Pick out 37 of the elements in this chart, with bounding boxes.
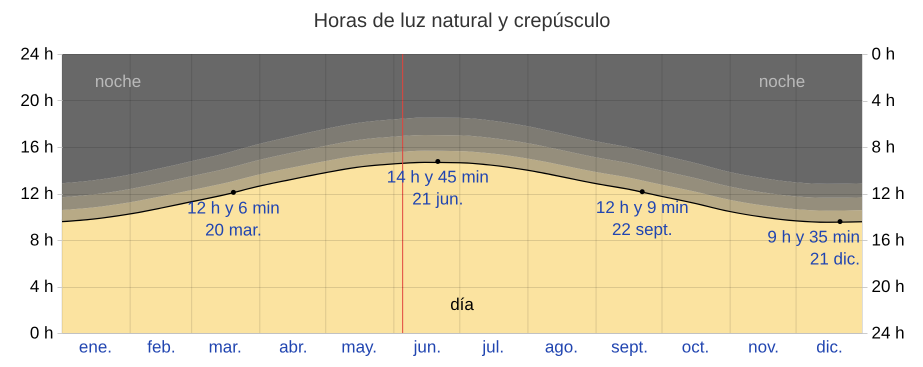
point [435, 159, 440, 164]
y-tick-label: 24 h [20, 44, 54, 64]
annotation: 9 h y 35 min 21 dic. [767, 228, 860, 269]
y-tick-label: 0 h [30, 324, 54, 342]
x-tick-label: dic. [816, 338, 843, 356]
y2-tick-label: 16 h [872, 230, 905, 250]
annotation: noche [758, 72, 806, 91]
point [640, 189, 645, 194]
x-tick-label: ene. [78, 338, 112, 356]
x-tick-label: nov. [748, 338, 780, 356]
x-tick-label: mar. [208, 338, 242, 356]
x-tick-label: jul. [481, 338, 504, 356]
point [838, 219, 843, 224]
y2-tick-label: 0 h [872, 44, 896, 64]
x-tick-label: may. [341, 338, 377, 356]
y2-tick-label: 12 h [872, 184, 905, 203]
chart-title: Horas de luz natural y crepúsculo [314, 10, 610, 32]
y2-tick-label: 4 h [872, 91, 896, 110]
x-tick-label: oct. [682, 338, 710, 356]
y2-tick-label: 24 h [872, 324, 905, 342]
x-tick-label: sept. [611, 338, 648, 356]
annotation: 12 h y 6 min 20 mar. [187, 198, 280, 240]
y2-tick-label: 20 h [872, 277, 905, 296]
point [230, 190, 236, 195]
x-tick-label: abr. [279, 338, 308, 356]
y-tick-label: 8 h [30, 230, 54, 250]
annotation: noche [94, 72, 142, 91]
y-tick-label: 4 h [30, 277, 54, 296]
y-tick-label: 20 h [20, 91, 54, 110]
y-tick-label: 16 h [20, 138, 54, 156]
annotation: 12 h y 9 min 22 sept. [596, 198, 689, 239]
x-tick-label: feb. [147, 338, 176, 356]
annotation: día [450, 295, 474, 314]
y2-tick-label: 8 h [872, 138, 896, 156]
x-tick-label: ago. [544, 338, 578, 356]
y-tick-label: 12 h [20, 184, 54, 203]
x-tick-label: jun. [412, 338, 442, 356]
